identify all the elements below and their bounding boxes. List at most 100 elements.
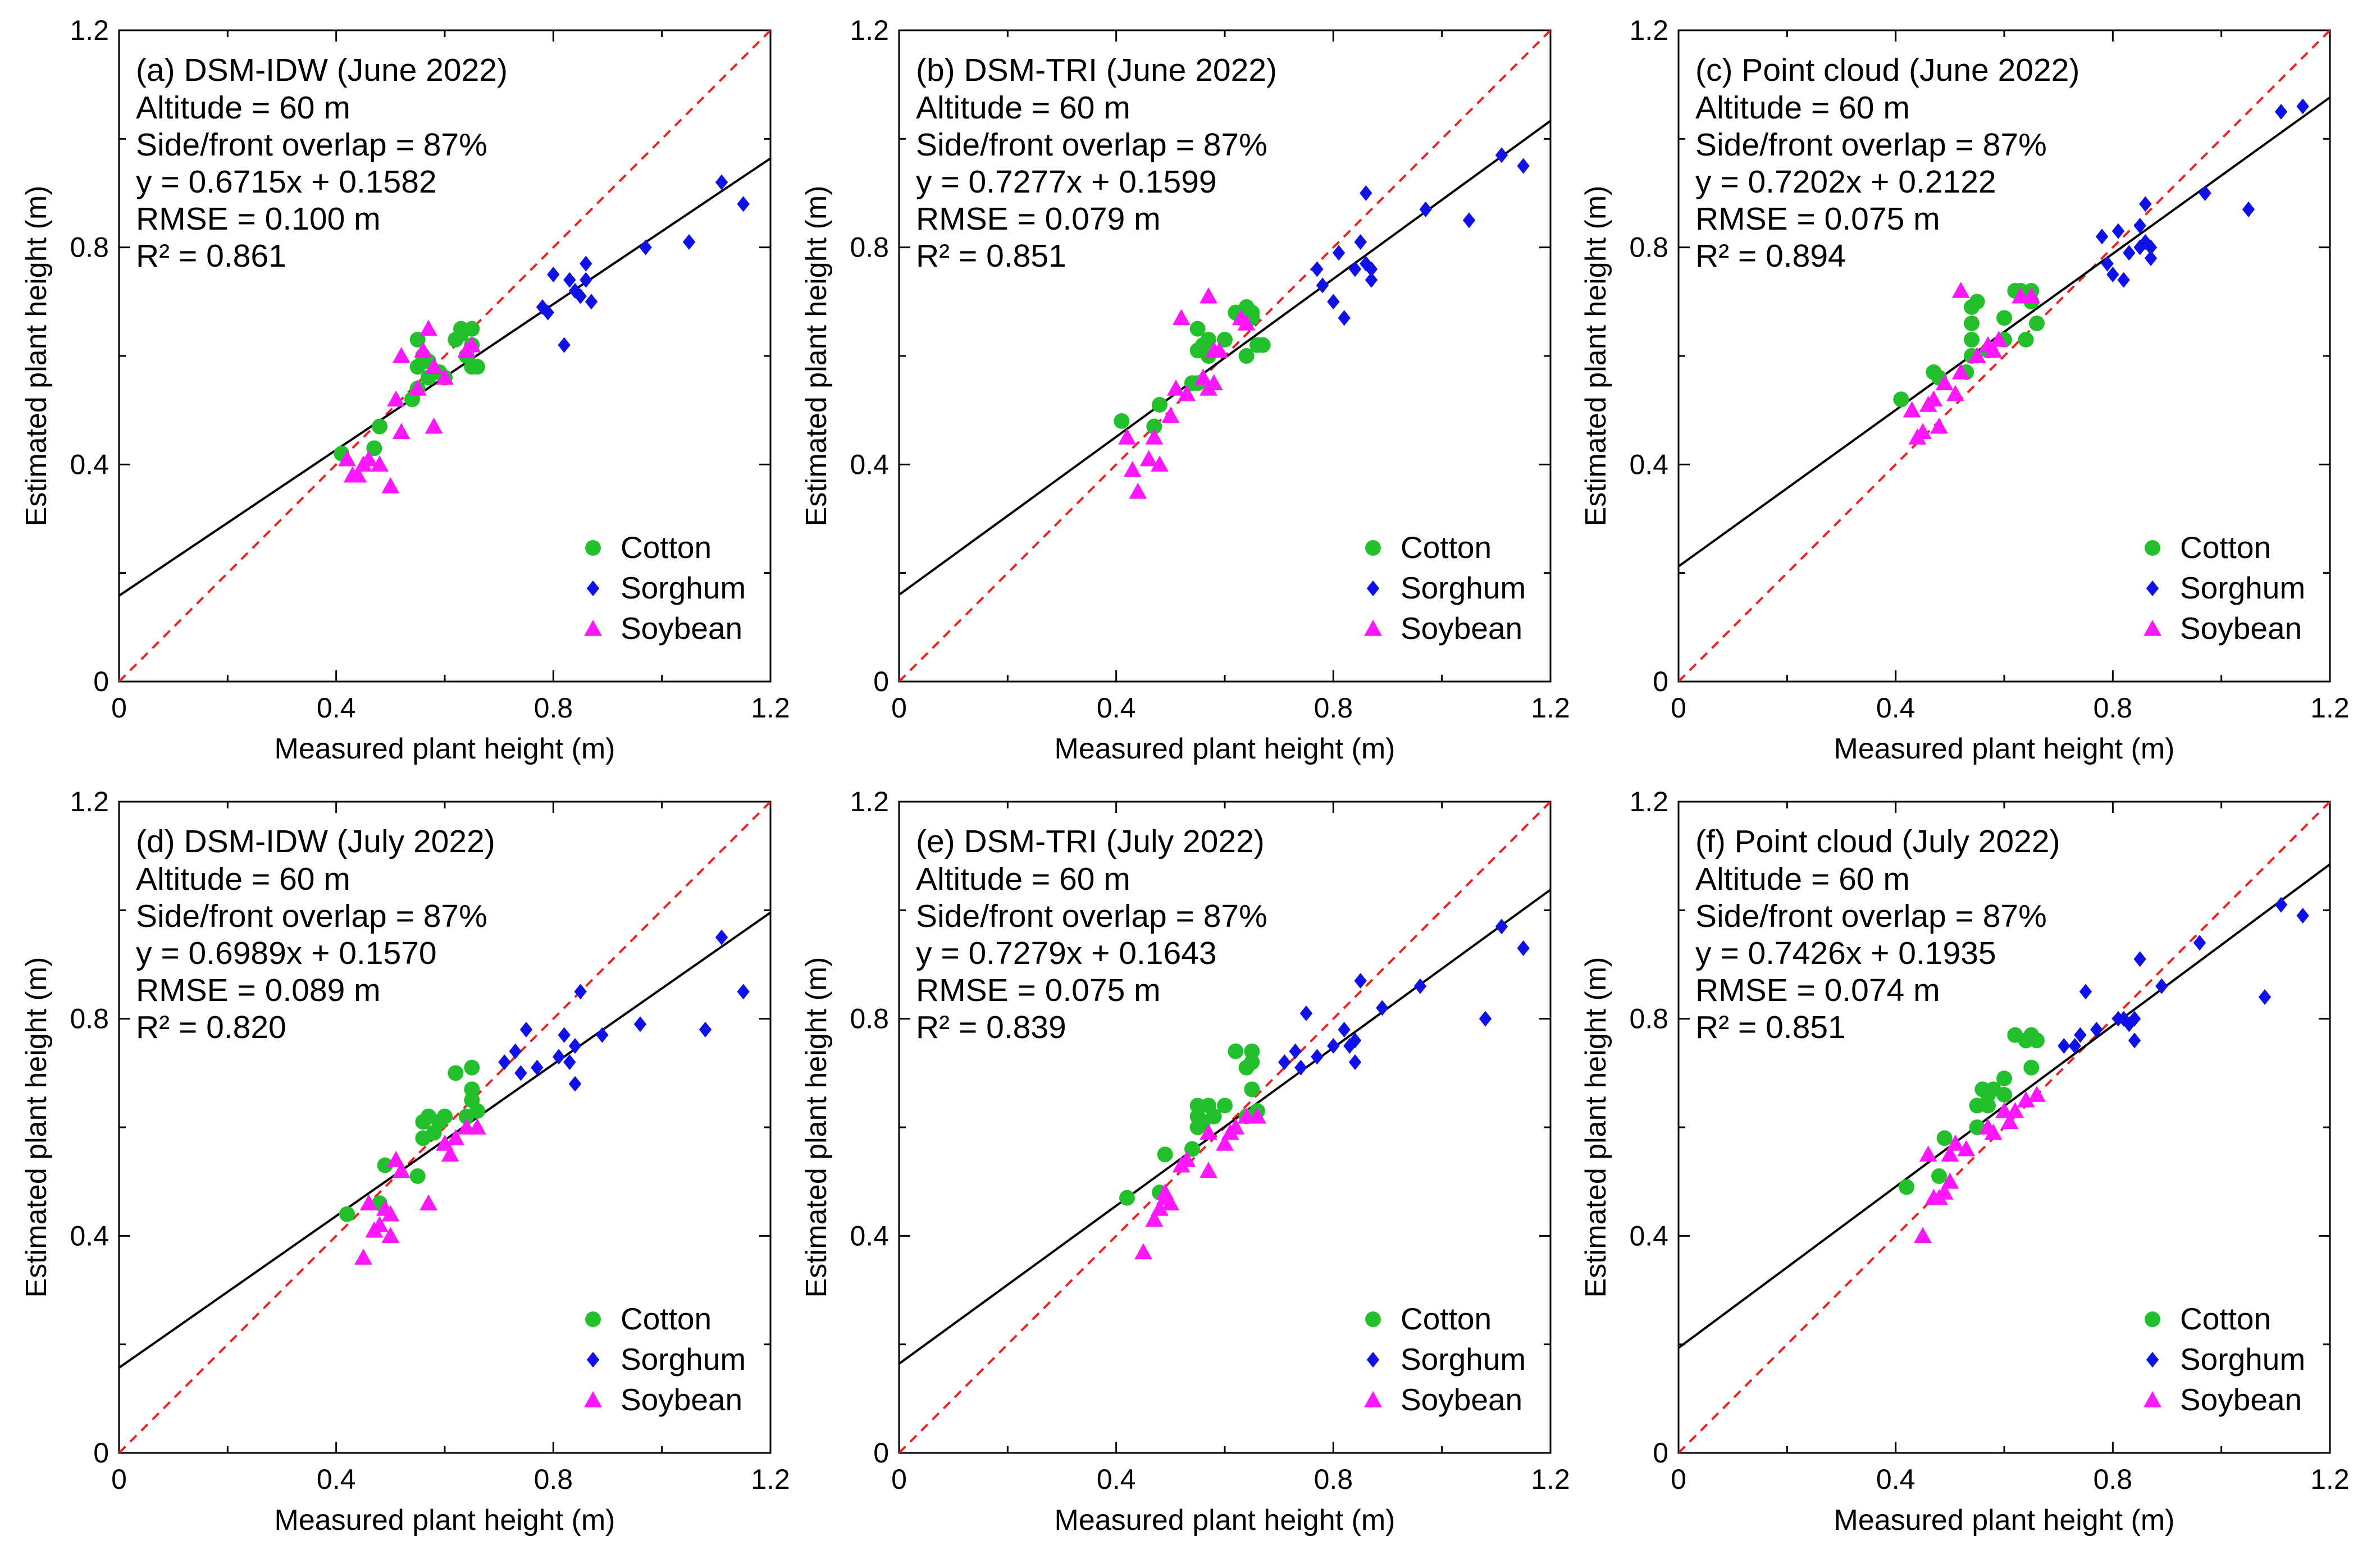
panel-annotation: y = 0.7277x + 0.1599 bbox=[916, 164, 1217, 200]
data-point-cotton bbox=[469, 1103, 485, 1119]
data-point-sorghum bbox=[682, 234, 696, 250]
panel-annotation: y = 0.6715x + 0.1582 bbox=[136, 164, 437, 200]
data-point-soybean bbox=[1984, 1123, 2003, 1140]
x-tick-label: 0.8 bbox=[1314, 692, 1353, 724]
data-point-sorghum bbox=[580, 272, 592, 288]
x-tick-label: 0.4 bbox=[1876, 1464, 1916, 1495]
data-point-sorghum bbox=[2111, 223, 2125, 239]
series-soybean bbox=[1134, 1107, 1266, 1260]
data-point-soybean bbox=[1984, 341, 2003, 358]
data-point-cotton bbox=[1244, 1043, 1260, 1059]
data-point-sorghum bbox=[558, 1027, 571, 1043]
series-sorghum bbox=[2095, 98, 2309, 288]
data-point-cotton bbox=[1969, 294, 1985, 310]
data-point-sorghum bbox=[1278, 1054, 1291, 1070]
x-axis-label: Measured plant height (m) bbox=[275, 733, 615, 765]
panel-annotation: Altitude = 60 m bbox=[916, 861, 1130, 897]
data-point-cotton bbox=[2023, 1059, 2040, 1076]
data-point-cotton bbox=[453, 321, 469, 337]
data-point-soybean bbox=[1914, 423, 1932, 440]
x-tick-label: 0.4 bbox=[317, 1464, 356, 1495]
y-axis-label: Estimated plant height (m) bbox=[20, 957, 53, 1298]
data-point-sorghum bbox=[568, 1038, 582, 1054]
data-point-soybean bbox=[1930, 417, 1948, 434]
data-point-soybean bbox=[371, 455, 389, 472]
panel-annotation: Side/front overlap = 87% bbox=[1695, 898, 2047, 934]
data-point-cotton bbox=[366, 440, 382, 456]
legend-label-cotton: Cotton bbox=[621, 530, 712, 565]
legend-marker-soybean bbox=[2143, 1391, 2161, 1407]
data-point-sorghum bbox=[2058, 1038, 2070, 1054]
legend-marker-cotton bbox=[585, 1311, 601, 1327]
legend-label-cotton: Cotton bbox=[1401, 530, 1492, 565]
y-tick-label: 1.2 bbox=[70, 15, 109, 46]
legend-marker-sorghum bbox=[2146, 580, 2159, 596]
data-point-soybean bbox=[359, 1194, 378, 1211]
panel-title: (b) DSM-TRI (June 2022) bbox=[916, 52, 1277, 88]
panel-annotation: RMSE = 0.074 m bbox=[1695, 972, 1940, 1008]
data-point-soybean bbox=[392, 347, 411, 363]
data-point-sorghum bbox=[737, 196, 750, 212]
legend-label-soybean: Soybean bbox=[621, 611, 742, 646]
data-point-sorghum bbox=[2144, 239, 2158, 255]
data-point-cotton bbox=[464, 1081, 480, 1098]
x-axis-label: Measured plant height (m) bbox=[1055, 1504, 1395, 1537]
y-tick-label: 1.2 bbox=[850, 15, 889, 46]
data-point-sorghum bbox=[699, 1022, 712, 1037]
data-point-cotton bbox=[1238, 348, 1255, 364]
y-axis-label: Estimated plant height (m) bbox=[1580, 186, 1612, 527]
data-point-cotton bbox=[1152, 397, 1167, 413]
x-tick-label: 0 bbox=[891, 1464, 907, 1495]
data-point-soybean bbox=[338, 450, 356, 467]
data-point-sorghum bbox=[1462, 212, 1476, 228]
panel-annotation: R² = 0.820 bbox=[136, 1009, 286, 1045]
data-point-sorghum bbox=[1413, 978, 1427, 994]
legend: Cotton Sorghum Soybean bbox=[1364, 530, 1526, 646]
scatter-panel-5: 0 0.4 0.8 1.2 0 0.4 0.8 1.2 Measured plant heigh… bbox=[800, 786, 1570, 1537]
data-point-sorghum bbox=[2117, 272, 2130, 288]
data-point-sorghum bbox=[563, 272, 576, 288]
y-tick-label: 0 bbox=[93, 666, 109, 697]
data-point-cotton bbox=[1893, 391, 1909, 408]
legend-label-soybean: Soybean bbox=[1401, 611, 1522, 646]
data-point-soybean bbox=[414, 341, 432, 358]
panel-annotation: RMSE = 0.089 m bbox=[136, 972, 381, 1008]
data-point-soybean bbox=[468, 1118, 486, 1135]
data-point-soybean bbox=[1200, 287, 1217, 304]
data-point-cotton bbox=[2029, 316, 2045, 331]
data-point-soybean bbox=[1248, 1107, 1266, 1124]
y-tick-label: 0.8 bbox=[1629, 232, 1668, 263]
series-soybean bbox=[1903, 282, 2041, 445]
y-tick-label: 0.8 bbox=[850, 232, 889, 263]
data-point-sorghum bbox=[558, 337, 571, 353]
data-point-sorghum bbox=[563, 1054, 576, 1070]
data-point-sorghum bbox=[2101, 255, 2114, 272]
panel-annotation: Side/front overlap = 87% bbox=[1695, 127, 2047, 163]
data-point-cotton bbox=[1899, 1179, 1914, 1195]
data-point-soybean bbox=[2006, 1102, 2024, 1118]
data-point-soybean bbox=[1216, 1135, 1234, 1151]
legend-label-sorghum: Sorghum bbox=[2180, 570, 2305, 605]
legend-marker-soybean bbox=[2143, 620, 2161, 636]
scatter-panel-6: 0 0.4 0.8 1.2 0 0.4 0.8 1.2 Measured plant heigh… bbox=[1580, 786, 2350, 1537]
series-sorghum bbox=[1278, 918, 1530, 1076]
panel-annotation: R² = 0.839 bbox=[916, 1009, 1066, 1045]
data-point-sorghum bbox=[1354, 973, 1367, 989]
legend: Cotton Sorghum Soybean bbox=[584, 1301, 746, 1417]
data-point-soybean bbox=[1200, 1123, 1217, 1140]
legend-label-sorghum: Sorghum bbox=[621, 1342, 746, 1377]
y-tick-label: 1.2 bbox=[850, 786, 889, 817]
series-sorghum bbox=[1311, 147, 1530, 326]
x-tick-label: 0.8 bbox=[1314, 1464, 1353, 1495]
data-point-soybean bbox=[1990, 331, 2008, 347]
y-axis-label: Estimated plant height (m) bbox=[800, 186, 833, 527]
y-tick-label: 0 bbox=[93, 1437, 109, 1469]
data-point-sorghum bbox=[1354, 234, 1367, 250]
data-point-soybean bbox=[1134, 1243, 1152, 1260]
legend-label-soybean: Soybean bbox=[2180, 1382, 2302, 1417]
data-point-sorghum bbox=[2133, 951, 2146, 967]
data-point-soybean bbox=[371, 1216, 389, 1232]
y-tick-label: 0.4 bbox=[1629, 449, 1668, 480]
legend-marker-soybean bbox=[1364, 1391, 1382, 1407]
data-point-cotton bbox=[1996, 1071, 2012, 1086]
